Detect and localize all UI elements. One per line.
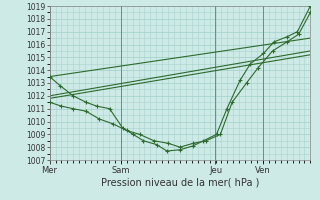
X-axis label: Pression niveau de la mer( hPa ): Pression niveau de la mer( hPa ): [101, 177, 259, 187]
